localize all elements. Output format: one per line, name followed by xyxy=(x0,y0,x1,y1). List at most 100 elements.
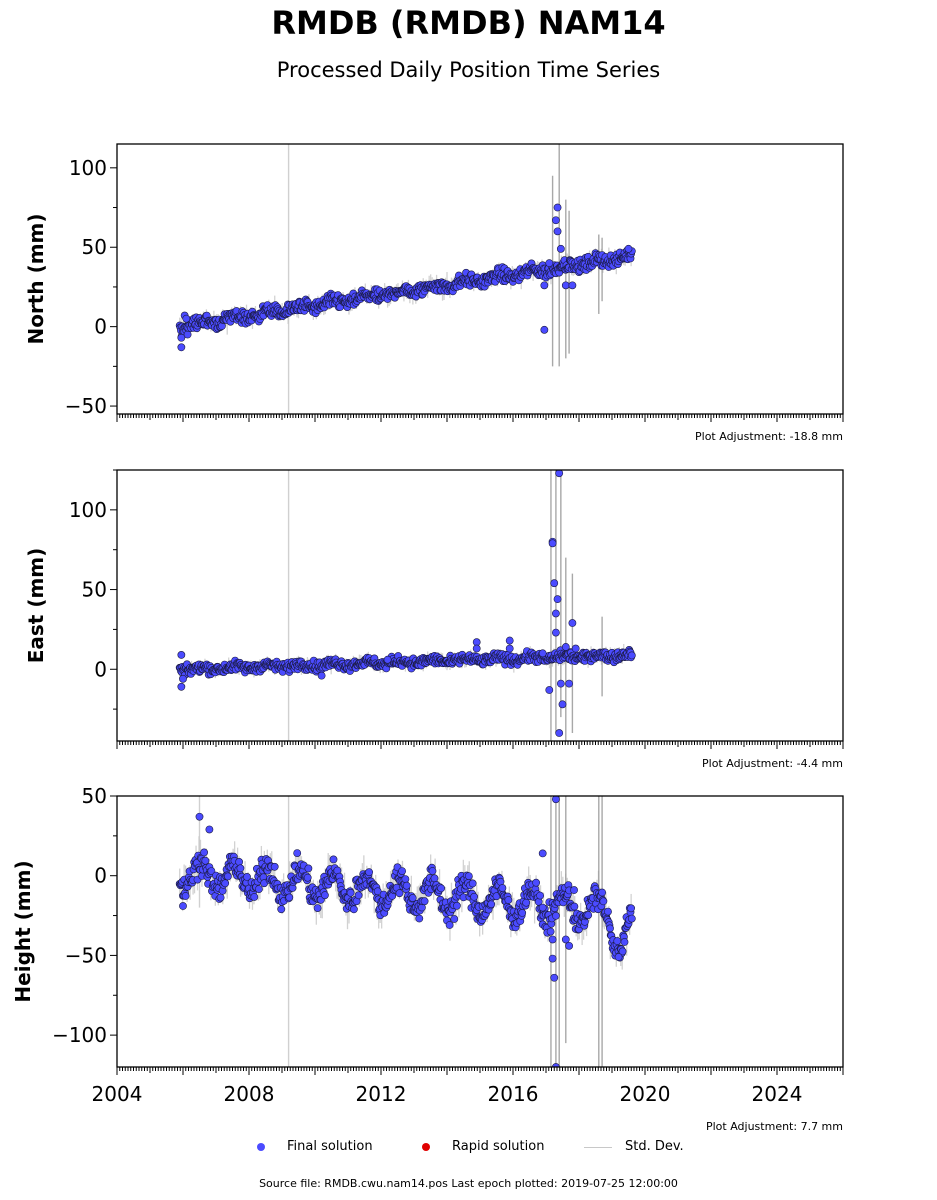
final-solution-point xyxy=(570,886,578,894)
final-solution-point xyxy=(624,244,633,253)
final-solution-point xyxy=(277,905,286,914)
final-solution-point xyxy=(304,864,313,873)
final-solution-point xyxy=(561,935,570,944)
x-tick-label: 2024 xyxy=(752,1082,803,1106)
panel-3: −100 −50 0 50 2004 2008 2012 2016 2020 2024 Height… xyxy=(11,784,844,1133)
final-solution-point xyxy=(568,281,577,290)
final-solution-point xyxy=(556,244,565,253)
legend-label-rapid: Rapid solution xyxy=(452,1139,545,1154)
std-dev-line-icon xyxy=(584,1147,612,1148)
final-solution-point xyxy=(177,343,186,352)
final-solution-point xyxy=(627,651,636,660)
legend-label-std: Std. Dev. xyxy=(625,1139,684,1154)
y-tick-label: 0 xyxy=(94,657,107,681)
final-solution-point xyxy=(570,902,579,911)
final-solution-point xyxy=(556,679,565,688)
final-solution-point xyxy=(195,812,204,821)
plot-adjustment-note: Plot Adjustment: -4.4 mm xyxy=(702,757,843,770)
final-solution-point xyxy=(552,628,560,637)
final-solution-point xyxy=(561,643,570,651)
final-solution-point xyxy=(540,325,549,334)
x-tick-label: 2020 xyxy=(620,1082,671,1106)
final-solution-point xyxy=(487,900,496,909)
final-solution-point xyxy=(546,927,555,936)
final-solution-point xyxy=(285,893,294,902)
final-solution-point xyxy=(627,914,636,923)
x-tick-label: 2016 xyxy=(488,1082,539,1106)
final-solution-point xyxy=(293,849,302,857)
final-solution-point xyxy=(614,953,623,961)
y-axis-label: East (mm) xyxy=(24,548,48,664)
final-solution-point xyxy=(320,891,329,900)
final-solution-point xyxy=(565,679,573,688)
final-solution-point xyxy=(555,729,564,737)
final-solution-point xyxy=(568,619,577,627)
final-solution-point xyxy=(450,915,459,923)
final-solution-point xyxy=(270,862,279,871)
final-solution-point xyxy=(420,897,429,906)
panel-data xyxy=(175,796,636,1067)
final-solution-point xyxy=(235,858,243,866)
final-solution-point xyxy=(402,881,411,890)
final-solution-point xyxy=(349,905,358,914)
final-solution-point xyxy=(518,909,527,917)
final-solution-point xyxy=(182,314,191,323)
final-solution-point xyxy=(329,855,338,864)
final-solution-point xyxy=(598,888,606,897)
final-solution-point xyxy=(548,954,557,963)
final-solution-point xyxy=(498,884,507,892)
final-solution-point xyxy=(565,941,573,950)
final-solution-point xyxy=(584,911,593,919)
final-solution-point xyxy=(627,904,635,913)
final-solution-point xyxy=(177,333,186,342)
final-solution-point xyxy=(408,894,417,902)
final-solution-point xyxy=(445,921,454,929)
final-solution-point xyxy=(552,796,560,804)
final-solution-point xyxy=(236,864,245,873)
final-solution-point xyxy=(505,636,514,645)
final-solution-point xyxy=(177,651,186,659)
y-axis-label: Height (mm) xyxy=(11,860,35,1002)
x-tick-label: 2012 xyxy=(356,1082,407,1106)
plot-adjustment-note: Plot Adjustment: -18.8 mm xyxy=(695,430,843,443)
final-solution-point xyxy=(613,937,622,945)
final-solution-point xyxy=(179,902,187,910)
final-solution-point xyxy=(599,897,608,906)
final-solution-point xyxy=(179,674,187,683)
final-solution-point xyxy=(538,849,547,858)
final-solution-point xyxy=(552,609,560,618)
final-solution-point xyxy=(620,938,629,946)
chart-title: RMDB (RMDB) NAM14 xyxy=(271,4,666,42)
final-solution-point xyxy=(545,259,554,268)
final-solution-point xyxy=(548,935,557,944)
final-solution-point xyxy=(205,825,214,834)
final-solution-point xyxy=(250,893,259,901)
plot-frame xyxy=(116,469,844,742)
y-tick-label: 50 xyxy=(82,235,107,259)
final-solution-point xyxy=(365,868,373,877)
final-solution-point xyxy=(346,888,355,897)
final-solution-point xyxy=(522,898,531,907)
final-solution-point xyxy=(538,649,547,658)
final-solution-point xyxy=(437,884,445,893)
final-solution-point xyxy=(472,644,481,653)
y-tick-label: −100 xyxy=(52,1023,107,1047)
final-solution-point xyxy=(548,539,557,548)
y-tick-label: 100 xyxy=(69,156,107,180)
panel-1: −50 0 50 100 North (mm) Plot Adjustment: -18.… xyxy=(24,143,844,443)
panel-data xyxy=(175,144,636,414)
final-solution-point xyxy=(216,893,225,902)
legend-label-final: Final solution xyxy=(287,1139,373,1154)
final-solution-point xyxy=(561,281,570,290)
final-solution-point xyxy=(505,644,514,653)
final-solution-point xyxy=(373,887,382,896)
final-solution-point xyxy=(254,885,263,893)
final-solution-point xyxy=(181,892,190,900)
final-solution-point xyxy=(303,873,312,882)
final-solution-point xyxy=(395,889,404,898)
x-tick-label: 2004 xyxy=(92,1082,143,1106)
final-solution-point xyxy=(558,700,567,709)
final-solution-point xyxy=(532,878,540,887)
